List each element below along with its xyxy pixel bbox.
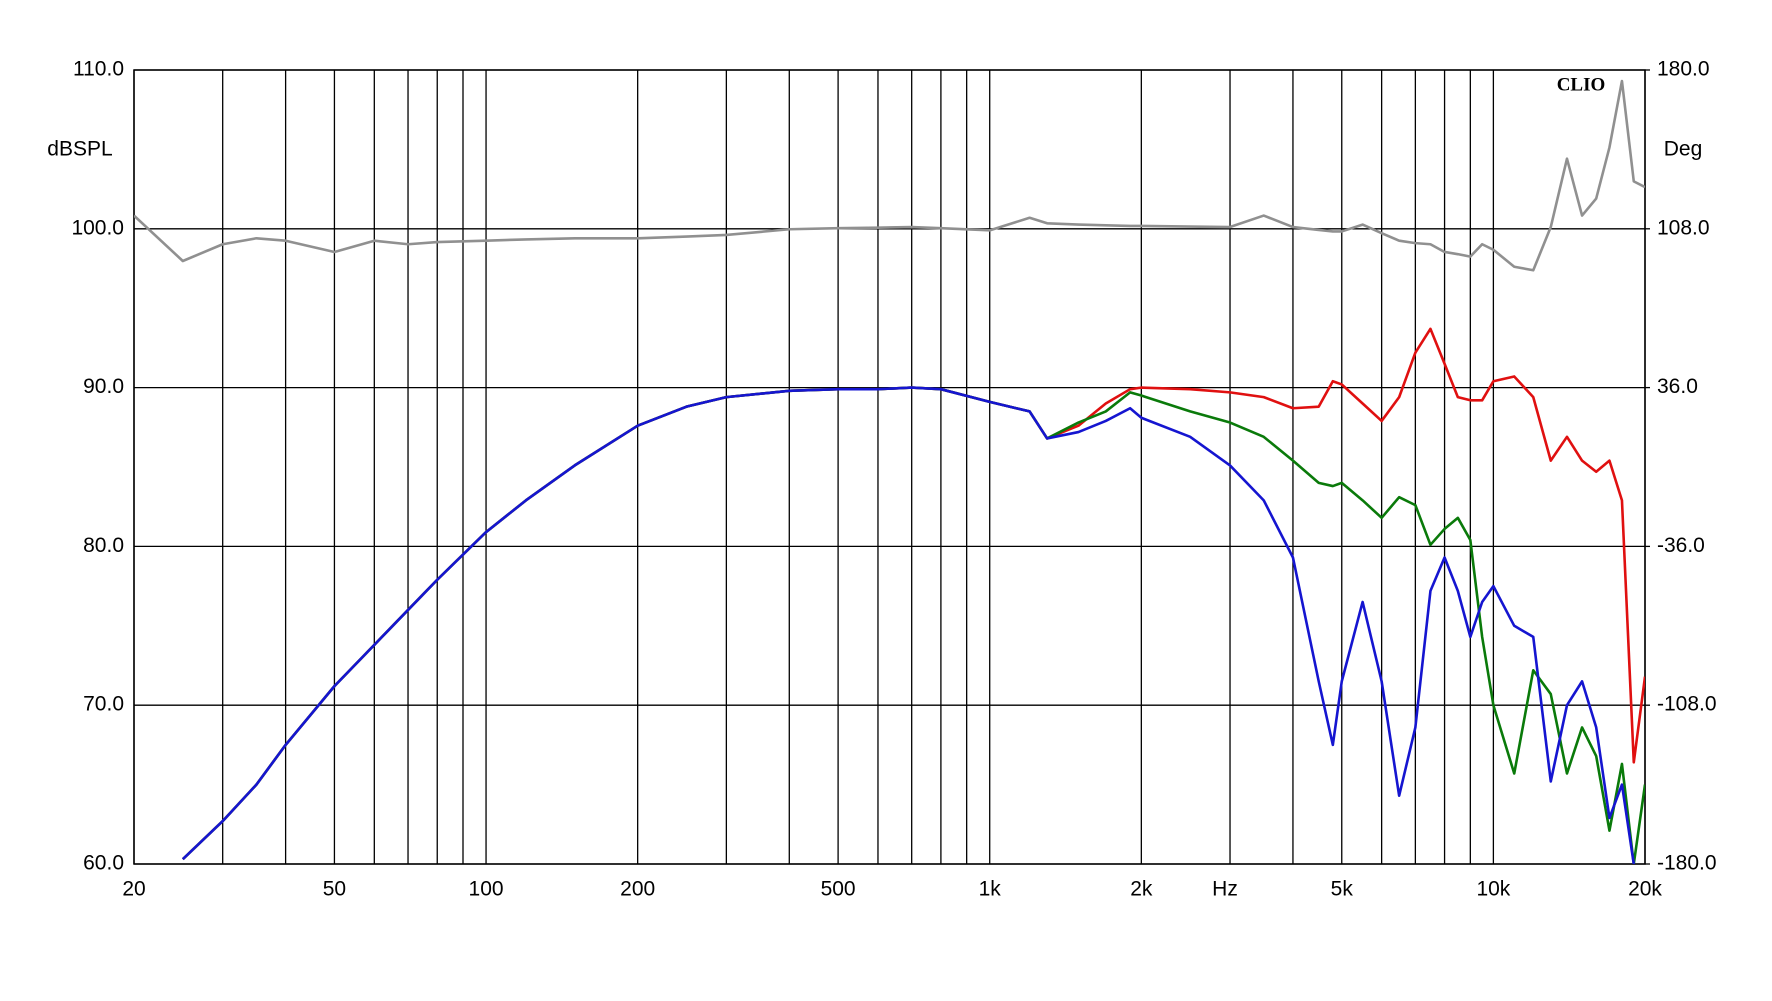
y2-tick-label: 108.0 xyxy=(1657,216,1710,239)
x-tick-label: 100 xyxy=(469,878,504,901)
y-tick-label: 60.0 xyxy=(83,852,124,875)
x-tick-label: 500 xyxy=(821,878,856,901)
x-tick-label: 20 xyxy=(122,878,145,901)
y2-tick-label: -180.0 xyxy=(1657,852,1717,875)
x-tick-label: 5k xyxy=(1331,878,1354,901)
y-tick-label: 70.0 xyxy=(83,693,124,716)
x-tick-label: 20k xyxy=(1628,878,1662,901)
series-line xyxy=(134,79,1645,272)
x-axis-label: Hz xyxy=(1212,878,1238,901)
x-tick-label: 1k xyxy=(979,878,1002,901)
y-tick-label: 90.0 xyxy=(83,375,124,398)
y2-tick-label: -108.0 xyxy=(1657,693,1717,716)
y2-axis-label: Deg xyxy=(1664,138,1703,161)
y-tick-label: 100.0 xyxy=(71,216,124,239)
y2-tick-label: 36.0 xyxy=(1657,375,1698,398)
x-tick-label: 200 xyxy=(620,878,655,901)
x-tick-label: 50 xyxy=(323,878,346,901)
y2-tick-label: 180.0 xyxy=(1657,58,1710,81)
plot-frame xyxy=(133,69,1646,865)
y-tick-label: 110.0 xyxy=(73,58,124,81)
x-tick-label: 2k xyxy=(1130,878,1153,901)
y2-tick-label: -36.0 xyxy=(1657,534,1705,557)
x-tick-label: 10k xyxy=(1476,878,1510,901)
y-axis-label: dBSPL xyxy=(47,138,112,161)
series-line xyxy=(181,386,1636,864)
watermark: CLIO xyxy=(1557,74,1606,95)
y-tick-label: 80.0 xyxy=(83,534,124,557)
